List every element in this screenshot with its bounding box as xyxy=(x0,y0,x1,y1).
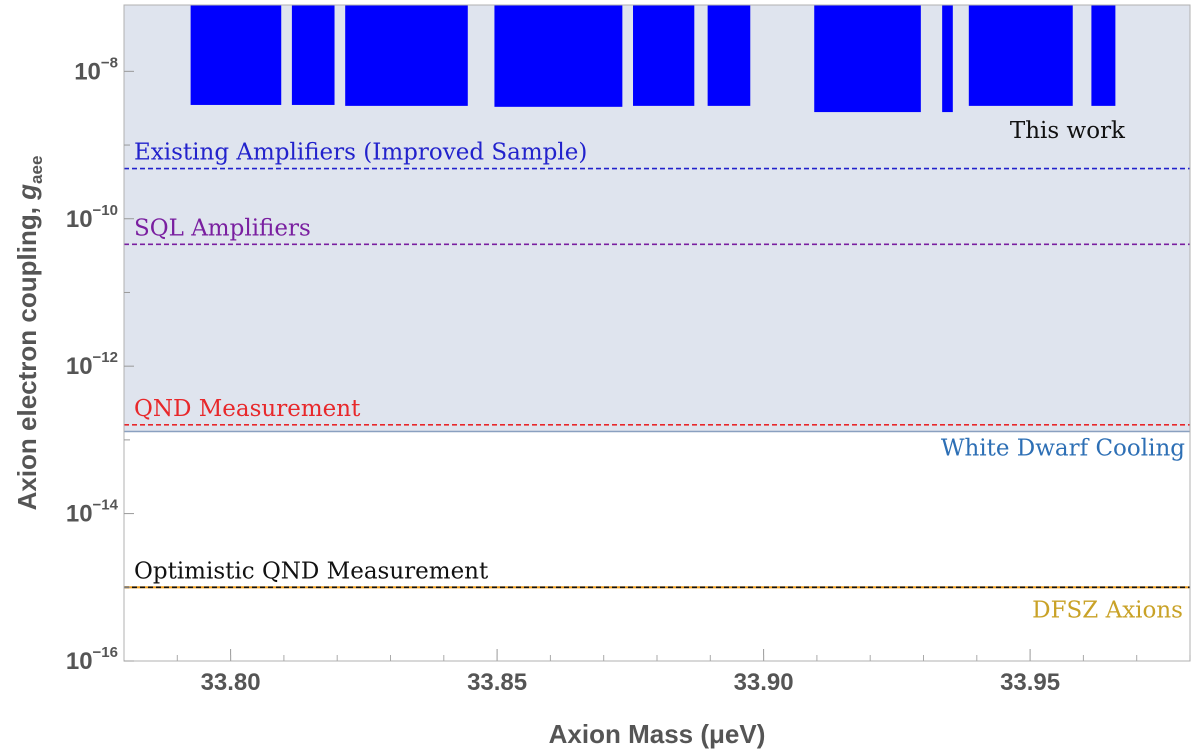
y-tick-label: 10−10 xyxy=(66,202,118,233)
this-work-label: This work xyxy=(1010,118,1126,144)
y-axis-title: Axion electron coupling, gaee xyxy=(12,156,46,511)
qnd-measurement-label: QND Measurement xyxy=(134,396,361,422)
x-tick-label: 33.85 xyxy=(467,669,527,696)
this-work-band xyxy=(494,5,623,107)
this-work-band xyxy=(968,5,1073,106)
optimistic-qnd-label: Optimistic QND Measurement xyxy=(134,558,489,584)
x-tick-label: 33.95 xyxy=(1000,669,1060,696)
y-tick-label: 10−16 xyxy=(66,644,118,675)
y-axis-title-subscript: aee xyxy=(27,156,46,184)
annotations: This work Existing Amplifiers (Improved … xyxy=(134,118,1185,623)
y-axis-ticks: 10−8 10−10 10−12 10−14 10−16 xyxy=(66,54,134,675)
this-work-band xyxy=(707,5,751,106)
this-work-band xyxy=(190,5,282,105)
this-work-bands xyxy=(190,5,1116,113)
x-tick-label: 33.90 xyxy=(734,669,794,696)
this-work-band xyxy=(345,5,468,106)
y-axis-title-text: Axion electron coupling, xyxy=(12,200,42,511)
this-work-band xyxy=(1091,5,1116,106)
this-work-band xyxy=(633,5,695,106)
y-axis-title-symbol: g xyxy=(12,184,42,201)
x-axis-title: Axion Mass (μeV) xyxy=(549,719,766,749)
y-tick-label: 10−12 xyxy=(66,349,118,380)
this-work-band xyxy=(814,5,921,113)
white-dwarf-label: White Dwarf Cooling xyxy=(941,435,1185,461)
existing-amplifiers-label: Existing Amplifiers (Improved Sample) xyxy=(134,140,587,166)
sql-amplifiers-label: SQL Amplifiers xyxy=(134,215,311,241)
limit-lines xyxy=(124,167,1190,589)
this-work-band xyxy=(291,5,335,105)
this-work-band xyxy=(942,5,953,113)
dfsz-axions-label: DFSZ Axions xyxy=(1032,597,1183,623)
x-tick-label: 33.80 xyxy=(201,669,261,696)
y-tick-label: 10−14 xyxy=(66,497,119,528)
y-tick-label: 10−8 xyxy=(74,54,118,85)
x-axis-ticks: 33.80 33.85 33.90 33.95 xyxy=(176,649,1191,696)
